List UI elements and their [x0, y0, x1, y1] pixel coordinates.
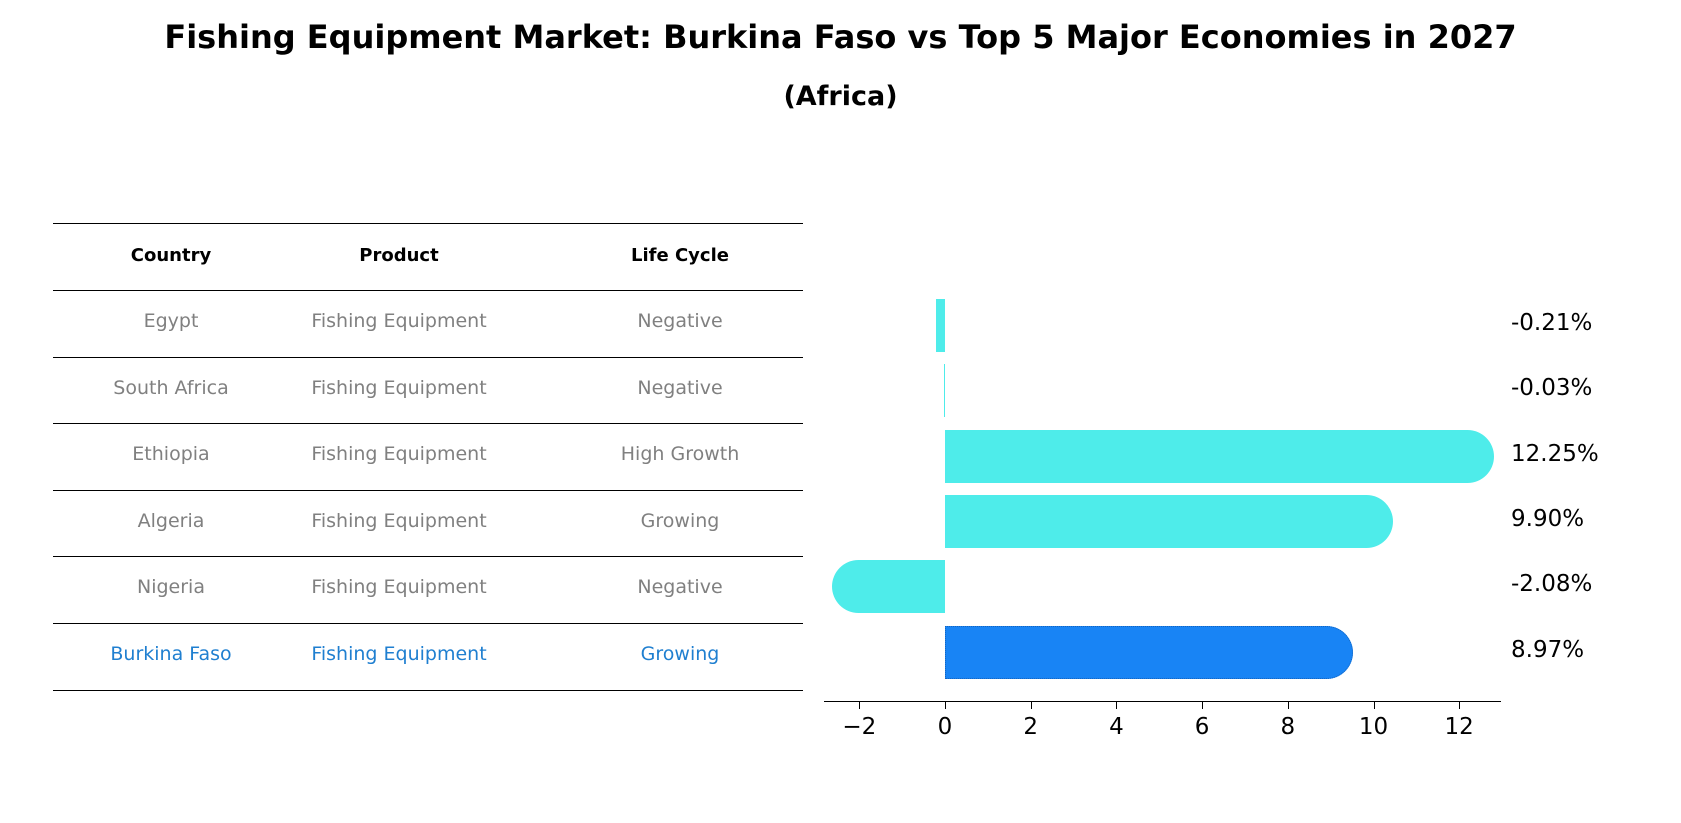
x-tick-label: 2: [1023, 714, 1039, 740]
x-tick-label: 12: [1444, 714, 1474, 740]
life-cycle-cell: Growing: [640, 643, 720, 665]
value-label: -0.03%: [1511, 375, 1593, 402]
x-tick: [859, 701, 861, 709]
chart-subtitle: (Africa): [783, 81, 898, 112]
x-tick: [1373, 701, 1375, 709]
life-cycle-cell: High Growth: [620, 443, 740, 466]
life-cycle-cell: Negative: [637, 310, 723, 332]
value-label: 12.25%: [1511, 440, 1599, 467]
bar-highlight: [945, 625, 1354, 679]
product-cell: Fishing Equipment: [311, 310, 487, 332]
product-cell: Fishing Equipment: [311, 376, 487, 399]
x-tick-label: 4: [1109, 714, 1124, 740]
country-cell: Nigeria: [137, 576, 205, 599]
value-label: -2.08%: [1511, 571, 1593, 598]
x-tick: [1030, 701, 1032, 709]
x-tick: [1459, 701, 1461, 709]
product-cell: Fishing Equipment: [311, 509, 487, 532]
column-header: Country: [130, 245, 212, 266]
table-rule: [53, 623, 803, 624]
life-cycle-cell: Negative: [637, 576, 723, 599]
country-cell: Burkina Faso: [110, 643, 232, 665]
table-rule: [53, 223, 803, 224]
x-tick: [1116, 701, 1118, 709]
x-tick-label: 0: [937, 714, 953, 740]
country-cell: Algeria: [137, 509, 205, 532]
country-cell: Ethiopia: [132, 443, 210, 466]
x-axis: [824, 701, 1501, 702]
x-tick: [1287, 701, 1289, 709]
bar: [945, 494, 1394, 548]
table-rule: [53, 290, 803, 291]
x-tick-label: 8: [1280, 714, 1296, 740]
column-header: Life Cycle: [631, 245, 729, 266]
value-label: 9.90%: [1511, 505, 1585, 532]
country-cell: South Africa: [113, 376, 229, 399]
x-tick-label: −2: [842, 714, 877, 740]
x-tick-label: 6: [1194, 714, 1210, 740]
bar: [943, 364, 945, 418]
bar: [832, 560, 945, 614]
chart-title: Fishing Equipment Market: Burkina Faso v…: [164, 18, 1517, 56]
bar: [945, 429, 1494, 483]
table-rule: [53, 556, 803, 558]
value-label: -0.21%: [1511, 310, 1593, 336]
value-label: 8.97%: [1511, 636, 1585, 663]
table-rule: [53, 356, 803, 358]
table-rule: [53, 489, 803, 491]
product-cell: Fishing Equipment: [311, 576, 487, 599]
column-header: Product: [359, 245, 439, 266]
life-cycle-cell: Growing: [640, 509, 720, 532]
country-cell: Egypt: [143, 310, 199, 332]
x-tick-label: 10: [1358, 714, 1389, 740]
table-rule: [53, 423, 803, 425]
table-rule: [53, 689, 803, 691]
product-cell: Fishing Equipment: [311, 643, 487, 665]
x-tick: [1202, 701, 1204, 709]
product-cell: Fishing Equipment: [311, 443, 487, 466]
life-cycle-cell: Negative: [637, 376, 723, 399]
bar: [936, 299, 945, 352]
x-tick: [945, 701, 946, 709]
